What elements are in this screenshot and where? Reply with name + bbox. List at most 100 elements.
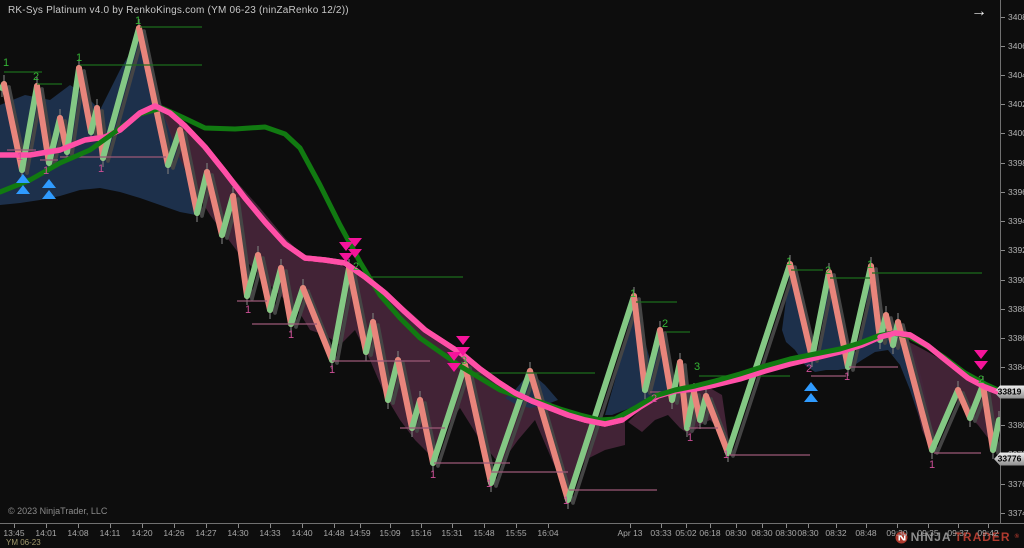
down-arrow-icon bbox=[348, 249, 362, 258]
price-marker-tag: 33776 bbox=[994, 452, 1024, 466]
down-brick-run bbox=[204, 169, 225, 238]
buy-count-label: 2 bbox=[353, 261, 359, 273]
time-tick-mark bbox=[334, 524, 335, 528]
price-tick-label: 33900 bbox=[1008, 275, 1024, 285]
logo-registered-mark: ® bbox=[1014, 534, 1020, 540]
time-tick-label: 15:09 bbox=[379, 528, 401, 538]
price-tick-label: 33920 bbox=[1008, 245, 1024, 255]
down-brick-run bbox=[230, 193, 250, 299]
sell-count-label: 1 bbox=[17, 151, 23, 163]
time-tick-label: 13:45 bbox=[3, 528, 25, 538]
price-marker-accent-dot bbox=[994, 390, 998, 394]
ninjatrader-logo: NINJA TRADER ® bbox=[895, 530, 1020, 544]
sell-count-label: 1 bbox=[844, 371, 850, 383]
bar-shadow bbox=[142, 29, 175, 170]
down-brick-run bbox=[76, 65, 94, 135]
time-tick-mark bbox=[516, 524, 517, 528]
right-arrow-icon: → bbox=[971, 3, 987, 20]
renko-chart-plot[interactable]: 1 2 1 1 2 3 1 2 3 1 2 1 2 1 1 1 1 1 1 1 1 1 2 1 1 2 1 1 bbox=[0, 0, 1000, 523]
down-arrow-icon bbox=[974, 350, 988, 359]
down-brick-run bbox=[955, 387, 973, 421]
down-arrow-icon bbox=[974, 361, 988, 370]
time-tick-mark bbox=[174, 524, 175, 528]
up-arrow-icon bbox=[42, 179, 56, 188]
up-arrow-icon bbox=[16, 185, 30, 194]
time-tick-label: 09:37 bbox=[947, 528, 969, 538]
chart-canvas[interactable]: 1 2 1 1 2 3 1 2 3 1 2 1 2 1 1 1 1 1 1 1 1 1 2 1 1 2 1 1 RK-Sys Plat… bbox=[0, 0, 1000, 523]
down-brick-run bbox=[177, 127, 200, 216]
price-tick-label: 34000 bbox=[1008, 128, 1024, 138]
sell-count-label: 1 bbox=[98, 163, 104, 175]
sell-count-label: 1 bbox=[245, 304, 251, 316]
down-brick-run bbox=[703, 393, 731, 456]
sell-count-label: 1 bbox=[723, 449, 729, 461]
price-tick-mark bbox=[1001, 17, 1005, 18]
down-arrow-icon bbox=[348, 238, 362, 247]
sell-count-label: 1 bbox=[486, 478, 492, 490]
time-tick-label: 14:27 bbox=[195, 528, 217, 538]
time-tick-label: 14:30 bbox=[227, 528, 249, 538]
down-brick-run bbox=[868, 263, 883, 343]
ninjatrader-icon bbox=[895, 531, 908, 543]
time-tick-mark bbox=[142, 524, 143, 528]
bar-shadow bbox=[731, 265, 797, 458]
time-tick-label: 09:35 bbox=[917, 528, 939, 538]
chart-title: RK-Sys Platinum v4.0 by RenkoKings.com (… bbox=[8, 5, 349, 16]
time-tick-mark bbox=[866, 524, 867, 528]
bar-shadow bbox=[533, 372, 575, 505]
price-tick-label: 33840 bbox=[1008, 362, 1024, 372]
time-axis[interactable]: YM 06-23 NINJA TRADER ® 13:45 14:01 14:08 14:… bbox=[0, 523, 1024, 548]
up-brick-run bbox=[809, 269, 832, 361]
up-brick-run bbox=[488, 368, 533, 486]
time-tick-mark bbox=[238, 524, 239, 528]
up-brick-run bbox=[46, 115, 63, 166]
scroll-to-latest-button[interactable]: → bbox=[966, 2, 992, 22]
down-arrow-icon bbox=[339, 242, 353, 251]
down-brick-run bbox=[300, 285, 335, 363]
price-tick-label: 33740 bbox=[1008, 508, 1024, 518]
price-axis[interactable]: 34080 34060 34040 34020 34000 33980 33960 33940… bbox=[994, 0, 1024, 523]
price-tick-mark bbox=[1001, 192, 1005, 193]
instrument-label: YM 06-23 bbox=[6, 538, 41, 547]
time-tick-label: 05:02 bbox=[675, 528, 697, 538]
price-tick-mark bbox=[1001, 46, 1005, 47]
time-tick-mark bbox=[630, 524, 631, 528]
sell-count-label: 1 bbox=[430, 469, 436, 481]
price-tick-label: 34080 bbox=[1008, 12, 1024, 22]
time-tick-label: 08:30 bbox=[775, 528, 797, 538]
down-arrow-icon bbox=[447, 352, 461, 361]
price-tick-mark bbox=[1001, 280, 1005, 281]
down-brick-run bbox=[346, 265, 369, 355]
time-tick-mark bbox=[110, 524, 111, 528]
pink-ma-line bbox=[877, 330, 1000, 395]
bar-shadow bbox=[106, 29, 146, 163]
price-tick-label: 33960 bbox=[1008, 187, 1024, 197]
buy-count-label: 1 bbox=[76, 52, 82, 64]
sell-count-label: 2 bbox=[651, 393, 657, 405]
price-tick-mark bbox=[1001, 484, 1005, 485]
down-brick-run bbox=[136, 25, 171, 168]
time-tick-mark bbox=[836, 524, 837, 528]
price-tick-mark bbox=[1001, 221, 1005, 222]
time-tick-label: 14:08 bbox=[67, 528, 89, 538]
time-tick-label: 14:01 bbox=[35, 528, 57, 538]
time-tick-label: 08:30 bbox=[751, 528, 773, 538]
down-arrow-icon bbox=[447, 363, 461, 372]
down-arrow-icon bbox=[456, 336, 470, 345]
up-arrow-icon bbox=[42, 190, 56, 199]
time-tick-label: 14:59 bbox=[349, 528, 371, 538]
time-tick-label: 08:32 bbox=[825, 528, 847, 538]
price-tick-mark bbox=[1001, 133, 1005, 134]
time-tick-label: 03:33 bbox=[650, 528, 672, 538]
down-brick-run bbox=[527, 368, 571, 503]
price-tick-mark bbox=[1001, 309, 1005, 310]
time-tick-label: 09:30 bbox=[886, 528, 908, 538]
time-tick-label: 08:48 bbox=[855, 528, 877, 538]
sell-count-label: 1 bbox=[687, 432, 693, 444]
price-tick-label: 33940 bbox=[1008, 216, 1024, 226]
time-tick-label: 09:42 bbox=[977, 528, 999, 538]
time-tick-mark bbox=[484, 524, 485, 528]
time-tick-mark bbox=[808, 524, 809, 528]
time-tick-mark bbox=[897, 524, 898, 528]
down-brick-run bbox=[657, 327, 675, 403]
